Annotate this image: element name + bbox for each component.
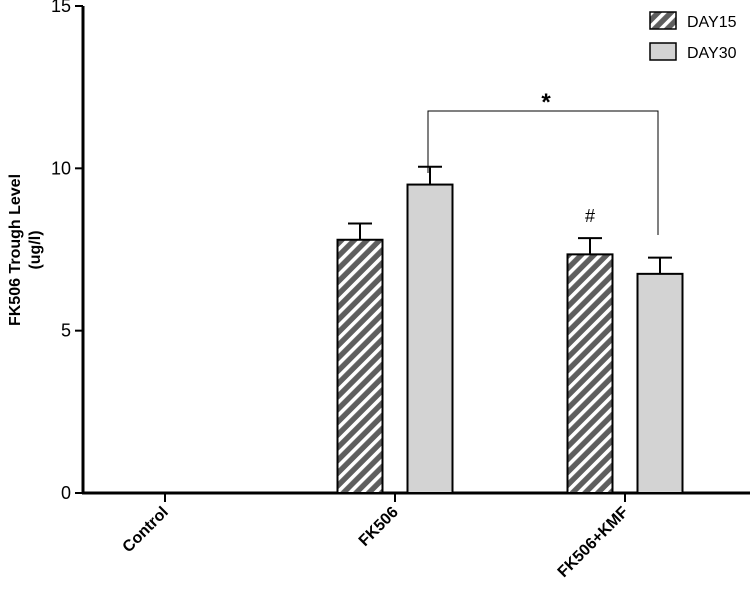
legend: DAY15 DAY30 <box>649 11 737 62</box>
legend-label-day30: DAY30 <box>687 45 737 62</box>
y-tick-label: 15 <box>51 0 71 16</box>
bar-day30-fk506 <box>406 183 454 494</box>
significance-bracket <box>427 110 659 235</box>
y-axis-label-line-2: (ug/l) <box>27 230 44 269</box>
x-tick-label: FK506+KMF <box>555 504 632 581</box>
hash-mark: # <box>585 206 595 226</box>
y-axis-label: FK506 Trough Level (ug/l) <box>7 174 44 326</box>
y-axis-label-line-1: FK506 Trough Level <box>7 174 24 326</box>
legend-swatch-day30 <box>649 42 677 61</box>
y-tick-label: 5 <box>61 321 71 341</box>
bar-day15-fk506 <box>336 238 384 494</box>
y-tick-label: 10 <box>51 158 71 178</box>
x-tick-label: FK506 <box>356 504 402 550</box>
legend-label-day15: DAY15 <box>687 14 737 31</box>
annotations: * # <box>427 89 659 235</box>
significance-star: * <box>541 89 551 116</box>
bar-day15-fk506-kmf <box>566 253 614 494</box>
bar-day30-fk506-kmf <box>636 272 684 494</box>
y-tick-label: 0 <box>61 483 71 503</box>
legend-swatch-day15 <box>649 11 677 30</box>
x-tick-label: Control <box>120 504 172 556</box>
